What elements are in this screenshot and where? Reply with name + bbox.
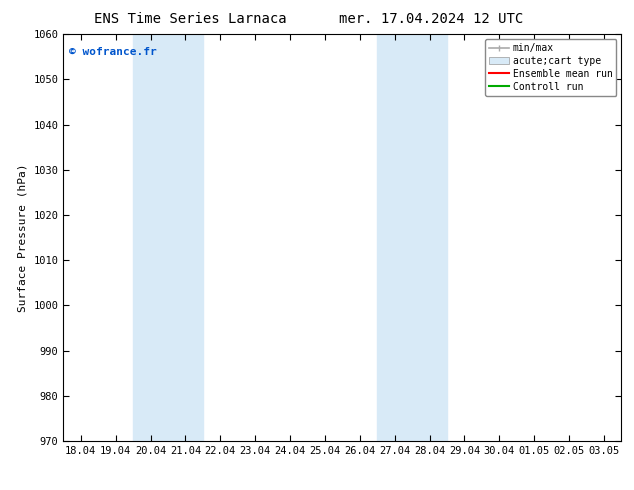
Text: © wofrance.fr: © wofrance.fr (69, 47, 157, 56)
Legend: min/max, acute;cart type, Ensemble mean run, Controll run: min/max, acute;cart type, Ensemble mean … (486, 39, 616, 96)
Bar (377, 34, 447, 441)
Text: ENS Time Series Larnaca: ENS Time Series Larnaca (94, 12, 287, 26)
Text: mer. 17.04.2024 12 UTC: mer. 17.04.2024 12 UTC (339, 12, 523, 26)
Bar (133, 34, 203, 441)
Y-axis label: Surface Pressure (hPa): Surface Pressure (hPa) (18, 163, 28, 312)
